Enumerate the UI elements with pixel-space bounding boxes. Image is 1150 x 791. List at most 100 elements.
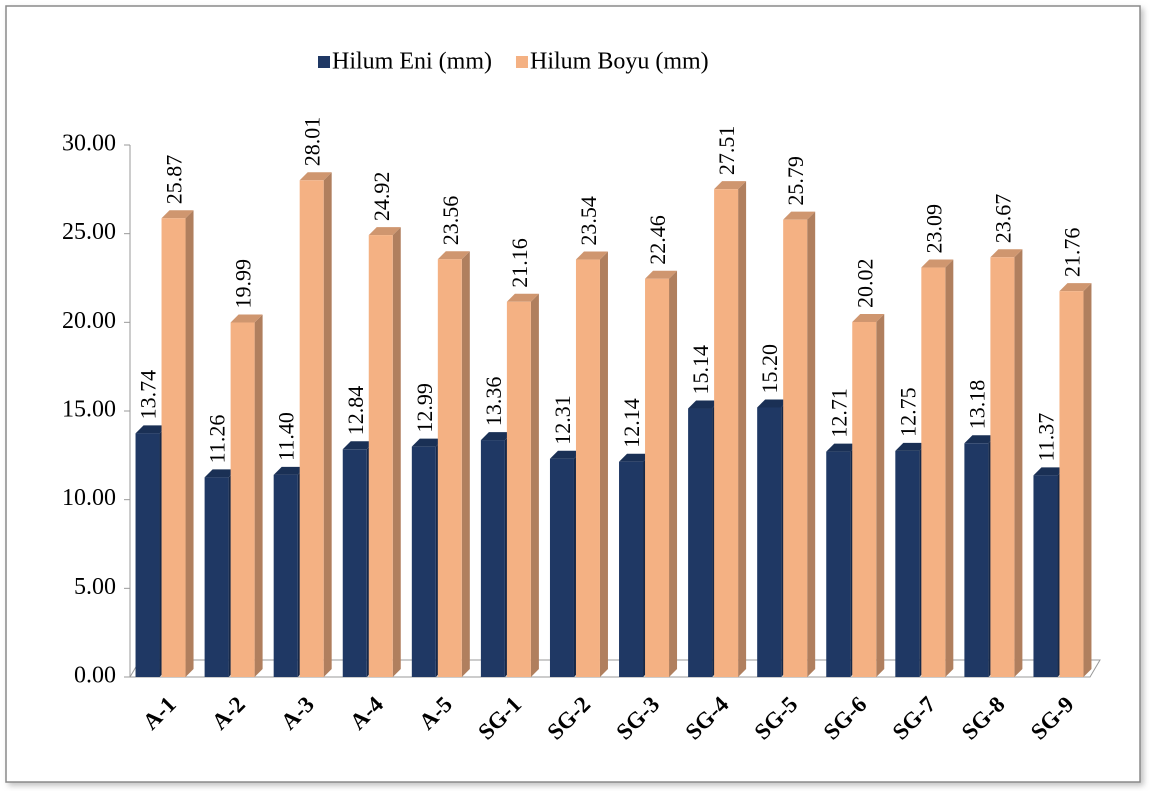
bar [368, 227, 401, 677]
value-label: 21.16 [507, 238, 532, 288]
bar-side [945, 259, 954, 677]
value-label: 24.92 [369, 172, 394, 222]
bar-front [411, 446, 436, 677]
bar-front [1033, 475, 1058, 677]
bar-side [1014, 249, 1023, 677]
value-label: 12.71 [826, 388, 851, 438]
bar-front [273, 474, 298, 677]
bar-side [669, 270, 678, 677]
y-tick-label: 10.00 [62, 485, 116, 511]
bar-top [783, 211, 816, 220]
bar-top [826, 443, 859, 452]
y-tick-label: 25.00 [62, 219, 116, 245]
value-label: 20.02 [852, 258, 877, 308]
bar [921, 259, 954, 677]
bar-front [480, 440, 505, 677]
y-tick-label: 0.00 [74, 663, 116, 689]
value-label: 13.74 [136, 370, 161, 420]
bar-front [921, 267, 946, 677]
value-label: 23.54 [576, 196, 601, 246]
bar-top [714, 181, 747, 190]
legend-swatch [318, 56, 330, 68]
bar-front [757, 407, 782, 677]
value-label: 25.79 [783, 156, 808, 206]
bar-top [342, 441, 375, 450]
bar-front [575, 259, 600, 677]
bar-side [599, 251, 608, 678]
value-label: 11.37 [1034, 413, 1059, 462]
y-tick-label: 20.00 [62, 308, 116, 334]
value-label: 11.40 [274, 412, 299, 461]
bar-top [204, 469, 237, 478]
bar-top [161, 210, 194, 219]
bar-side [461, 251, 470, 677]
value-label: 12.14 [619, 398, 644, 448]
bar-side [392, 227, 401, 677]
y-tick-label: 5.00 [74, 574, 116, 600]
bar-front [135, 433, 160, 677]
bar [230, 314, 263, 677]
bar [783, 211, 816, 677]
bar-top [368, 227, 401, 236]
bar-top [921, 259, 954, 268]
bar-top [273, 466, 306, 475]
bar-top [688, 400, 721, 409]
bar-side [254, 314, 263, 677]
bar-top [964, 435, 997, 444]
bar-top [895, 442, 928, 451]
bar-front [964, 443, 989, 677]
bar-top [645, 270, 678, 279]
bar-front [826, 451, 851, 677]
bar-side [876, 313, 885, 677]
bar [1059, 283, 1092, 677]
value-label: 12.99 [412, 383, 437, 433]
y-tick-label: 30.00 [62, 131, 116, 157]
bar-front [852, 321, 877, 677]
bar-top [506, 293, 539, 302]
bar-side [1083, 283, 1092, 677]
value-label: 19.99 [231, 259, 256, 309]
bar-front [506, 301, 531, 677]
bar [645, 270, 678, 677]
bar-front [1059, 291, 1084, 677]
bar-front [645, 278, 670, 677]
bar-front [368, 235, 393, 677]
bar-top [1059, 283, 1092, 292]
value-label: 11.26 [205, 415, 230, 464]
bar-front [895, 450, 920, 677]
legend-label: Hilum Eni (mm) [332, 49, 492, 75]
bar-side [738, 181, 747, 677]
bar-front [299, 180, 324, 677]
bar-front [714, 189, 739, 677]
bar [714, 181, 747, 677]
legend-label: Hilum Boyu (mm) [530, 49, 709, 75]
value-label: 23.56 [438, 196, 463, 246]
bar-top [437, 251, 470, 260]
value-label: 23.67 [990, 194, 1015, 243]
bar-side [807, 211, 816, 677]
value-label: 27.51 [714, 126, 739, 176]
value-label: 28.01 [300, 117, 325, 167]
bar-front [619, 461, 644, 677]
value-label: 23.09 [921, 204, 946, 254]
bar [990, 249, 1023, 677]
bar-top [411, 438, 444, 447]
value-label: 15.14 [688, 345, 713, 395]
bar [575, 251, 608, 678]
bar-front [688, 408, 713, 677]
bar-top [1033, 467, 1066, 476]
value-label: 12.75 [895, 387, 920, 437]
bar [506, 293, 539, 677]
bar-side [323, 172, 332, 677]
value-label: 15.20 [757, 344, 782, 394]
bar-front [437, 259, 462, 677]
bar-top [575, 251, 608, 260]
value-label: 13.36 [481, 377, 506, 426]
bar-front [230, 322, 255, 677]
bar-front [549, 458, 574, 677]
value-label: 21.76 [1060, 228, 1085, 278]
bar-top [480, 432, 513, 441]
legend-swatch [515, 56, 528, 68]
bar-front [783, 219, 808, 677]
value-label: 25.87 [162, 155, 187, 205]
